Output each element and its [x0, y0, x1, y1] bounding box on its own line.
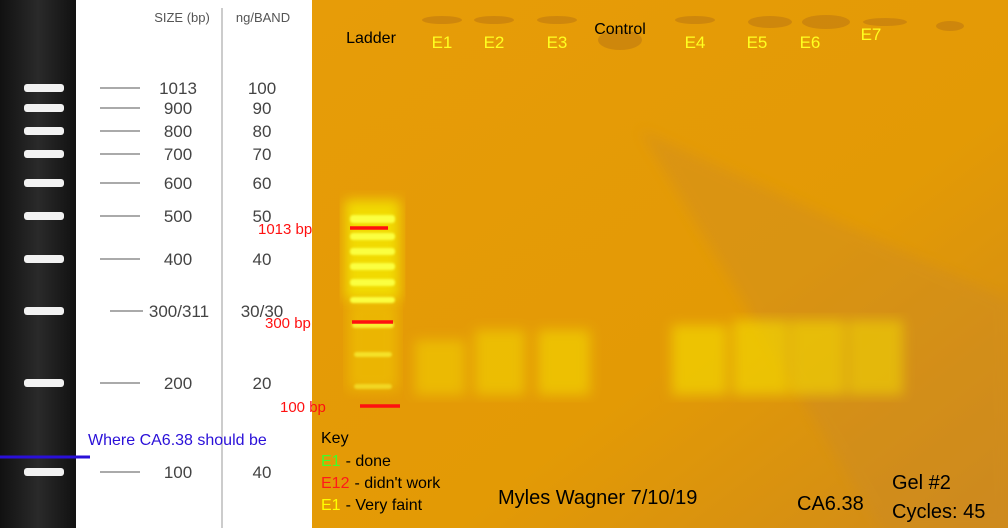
key-item: E12- didn't work — [321, 475, 441, 492]
ng-header: ng/BAND — [236, 10, 290, 25]
wells — [422, 15, 964, 50]
key-text: - didn't work — [354, 475, 441, 492]
ladder-gel — [0, 0, 76, 528]
ladder-band — [24, 379, 64, 387]
size-markers: 1013 bp 300 bp 100 bp — [258, 221, 400, 416]
key-code: E1 — [321, 453, 341, 470]
ladder-ng: 80 — [253, 122, 272, 141]
ladder-size: 500 — [164, 207, 192, 226]
ladder-size: 1013 — [159, 79, 197, 98]
lane-label: Ladder — [346, 30, 396, 47]
key: Key E1 - done E12- didn't work E1 - Very f… — [321, 430, 441, 514]
ladder-size: 900 — [164, 99, 192, 118]
marker-label: 300 bp — [265, 315, 311, 332]
ladder-size: 800 — [164, 122, 192, 141]
ladder-band — [24, 468, 64, 476]
ladder-band — [24, 150, 64, 158]
ladder-ng: 30/30 — [241, 302, 284, 321]
marker-label: 100 bp — [280, 399, 326, 416]
ladder-band — [24, 127, 64, 135]
ladder-band — [24, 307, 64, 315]
key-text: - Very faint — [346, 497, 423, 514]
marker-label: 1013 bp — [258, 221, 312, 238]
ladder-table: 1013 100 900 90 800 80 700 70 600 60 500 50 400 40 300… — [24, 79, 283, 482]
size-header: SIZE (bp) — [154, 10, 210, 25]
lane-label: E7 — [861, 25, 882, 44]
expected-note: Where CA6.38 should be — [88, 432, 267, 449]
ladder-ng: 20 — [253, 374, 272, 393]
key-item: E1 - Very faint — [321, 497, 423, 514]
gel-number: Gel #2 — [892, 472, 951, 494]
lane-label: Control — [594, 21, 646, 38]
lane-label: E5 — [747, 33, 768, 52]
ladder-size: 300/311 — [149, 302, 209, 321]
key-title: Key — [321, 430, 349, 447]
ladder-ng: 40 — [253, 250, 272, 269]
ladder-lane — [345, 200, 400, 390]
sample-smears — [415, 320, 903, 395]
ladder-ng: 50 — [253, 207, 272, 226]
ladder-band — [24, 104, 64, 112]
ladder-ng: 90 — [253, 99, 272, 118]
key-code: E1 — [321, 497, 341, 514]
sample-name: CA6.38 — [797, 493, 864, 515]
ladder-band — [24, 179, 64, 187]
key-code: E12 — [321, 475, 350, 492]
ladder-size: 100 — [164, 463, 192, 482]
ladder-ng: 100 — [248, 79, 276, 98]
ladder-band — [24, 84, 64, 92]
ladder-ng: 60 — [253, 174, 272, 193]
key-item: E1 - done — [321, 453, 391, 470]
ladder-band — [24, 255, 64, 263]
author: Myles Wagner 7/10/19 — [498, 487, 697, 509]
ladder-size: 200 — [164, 374, 192, 393]
lane-label: E4 — [685, 33, 706, 52]
key-text: - done — [346, 453, 391, 470]
ladder-ng: 40 — [253, 463, 272, 482]
lane-label: E1 — [432, 33, 453, 52]
ladder-ng: 70 — [253, 145, 272, 164]
lane-label: E6 — [800, 33, 821, 52]
lane-label: E2 — [484, 33, 505, 52]
ladder-size: 600 — [164, 174, 192, 193]
lane-label: E3 — [547, 33, 568, 52]
lane-labels: Ladder E1 E2 E3 Control E4 E5 E6 E7 — [346, 21, 881, 52]
ladder-size: 400 — [164, 250, 192, 269]
cycles: Cycles: 45 — [892, 501, 985, 523]
ladder-size: 700 — [164, 145, 192, 164]
ladder-band — [24, 212, 64, 220]
